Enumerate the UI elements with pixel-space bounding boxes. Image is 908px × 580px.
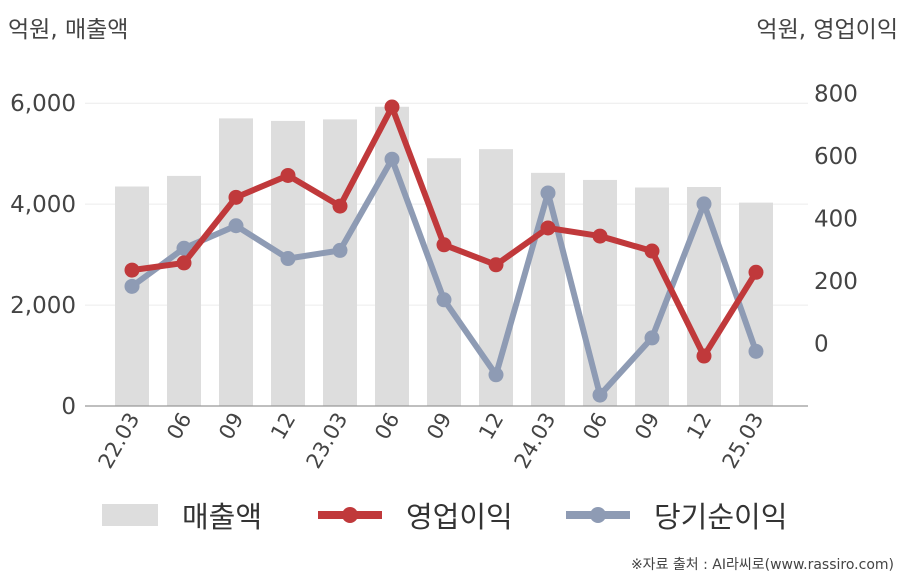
legend-label-revenue: 매출액 — [182, 500, 263, 534]
bar-revenue — [635, 187, 669, 406]
point-operating-profit — [644, 243, 660, 259]
legend-item-operating-profit: 영업이익 — [318, 492, 513, 538]
right-axis-tick-label: 400 — [814, 207, 858, 233]
bar-revenue — [427, 158, 461, 406]
legend-swatch-revenue — [102, 504, 158, 526]
bar-revenue — [375, 106, 409, 407]
point-net-income — [696, 196, 712, 212]
point-operating-profit — [332, 198, 348, 214]
point-net-income — [280, 251, 296, 267]
x-axis-tick-label: 06 — [578, 409, 612, 444]
bar-revenue — [323, 119, 357, 406]
point-net-income — [540, 185, 556, 201]
x-axis-tick-label: 25.03 — [717, 409, 768, 473]
bar-revenue — [583, 179, 617, 406]
x-axis-tick-label: 06 — [370, 409, 404, 444]
point-net-income — [436, 292, 452, 308]
point-net-income — [592, 387, 608, 403]
x-axis-tick-label: 24.03 — [509, 409, 560, 473]
point-operating-profit — [280, 167, 296, 183]
point-net-income — [748, 343, 764, 359]
point-net-income — [176, 240, 192, 256]
x-axis-tick-label: 12 — [682, 409, 716, 444]
right-axis-tick-label: 800 — [814, 82, 858, 108]
x-axis-tick-label: 06 — [162, 409, 196, 444]
legend-item-net-income: 당기순이익 — [566, 492, 787, 538]
legend-item-revenue: 매출액 — [102, 492, 262, 538]
x-axis-tick-label: 22.03 — [93, 409, 144, 473]
point-operating-profit — [384, 99, 400, 115]
point-net-income — [332, 242, 348, 258]
legend-label-net-income: 당기순이익 — [654, 500, 788, 534]
bar-revenue — [219, 118, 253, 406]
legend: 매출액 영업이익 당기순이익 — [0, 492, 908, 538]
point-operating-profit — [124, 262, 140, 278]
legend-label-operating-profit: 영업이익 — [406, 500, 513, 534]
point-operating-profit — [696, 348, 712, 364]
bar-revenue — [687, 186, 721, 406]
point-net-income — [384, 151, 400, 167]
point-operating-profit — [488, 257, 504, 273]
point-operating-profit — [748, 264, 764, 280]
left-axis-tick-label: 4,000 — [10, 192, 76, 218]
point-net-income — [488, 367, 504, 383]
point-net-income — [644, 330, 660, 346]
x-axis-tick-label: 12 — [474, 409, 508, 444]
left-axis-unit-label: 억원, 매출액 — [8, 17, 129, 43]
point-operating-profit — [228, 189, 244, 205]
right-axis-tick-label: 200 — [814, 269, 858, 295]
left-axis-tick-label: 2,000 — [10, 293, 76, 319]
point-operating-profit — [436, 237, 452, 253]
x-axis-tick-label: 09 — [630, 409, 664, 444]
x-axis-tick-label: 23.03 — [301, 409, 352, 473]
point-operating-profit — [176, 255, 192, 271]
legend-swatch-operating-profit — [318, 504, 382, 526]
bar-revenue — [531, 172, 565, 406]
left-axis-tick-label: 6,000 — [10, 91, 76, 117]
bar-revenue — [167, 175, 201, 406]
legend-swatch-net-income — [566, 504, 630, 526]
bar-revenue — [115, 186, 149, 406]
point-net-income — [124, 278, 140, 294]
point-operating-profit — [592, 228, 608, 244]
point-operating-profit — [540, 220, 556, 236]
bar-revenue — [739, 202, 773, 406]
x-axis-tick-label: 09 — [214, 409, 248, 444]
x-axis-tick-label: 12 — [266, 409, 300, 444]
left-axis-tick-label: 0 — [61, 394, 76, 420]
right-axis-unit-label: 억원, 영업이익 — [756, 17, 898, 43]
x-axis-tick-label: 09 — [422, 409, 456, 444]
right-axis-tick-label: 0 — [814, 332, 829, 358]
chart-canvas: 0 2,000 4,000 6,000 0 200 400 600 800 22.03 06 09 12… — [10, 82, 858, 473]
right-axis-tick-label: 600 — [814, 144, 858, 170]
source-note: ※자료 출처 : AI라씨로(www.rassiro.com) — [630, 557, 894, 573]
point-net-income — [228, 218, 244, 234]
